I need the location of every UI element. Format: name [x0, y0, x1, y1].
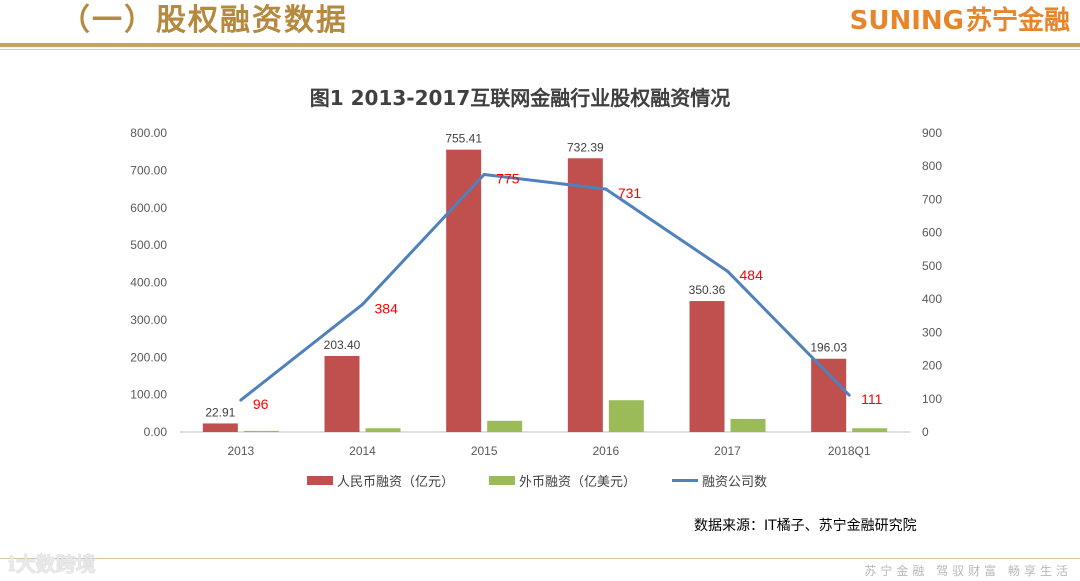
line-label: 775 — [496, 171, 520, 187]
line-label: 111 — [861, 391, 882, 407]
bar-foreign — [852, 428, 888, 432]
footer-slogan: 苏宁金融 驾驭财富 畅享生活 — [864, 564, 1072, 578]
y-right-tick-label: 300 — [922, 325, 942, 339]
legend-label-foreign: 外币融资（亿美元） — [519, 475, 637, 490]
y-left-tick-label: 700.00 — [130, 163, 167, 177]
bar-foreign — [730, 418, 766, 432]
legend-item-companies: 融资公司数 — [672, 471, 767, 490]
legend-swatch-foreign — [489, 476, 515, 485]
bar-rmb — [202, 423, 238, 432]
line-point — [239, 398, 243, 402]
bar-rmb — [446, 149, 482, 432]
x-tick-label: 2014 — [349, 444, 376, 458]
watermark: ℹ大数跨境 — [8, 552, 96, 576]
y-right-tick-label: 600 — [922, 226, 942, 240]
legend-swatch-rmb — [307, 476, 333, 485]
y-left-tick-label: 200.00 — [130, 350, 167, 364]
y-left-tick-label: 500.00 — [130, 238, 167, 252]
y-right-tick-label: 0 — [922, 425, 929, 439]
y-left-tick-label: 300.00 — [130, 313, 167, 327]
x-tick-label: 2017 — [714, 444, 741, 458]
bar-foreign — [365, 428, 401, 432]
combo-chart: 0.00 100.00 200.00 300.00 400.00 500.00 600.00… — [130, 126, 942, 458]
y-right-tick-label: 400 — [922, 292, 942, 306]
y-right-tick-label: 100 — [922, 392, 942, 406]
line-point — [482, 173, 486, 177]
line-companies — [239, 173, 851, 402]
y-right-tick-label: 500 — [922, 259, 942, 273]
header-divider-thin — [0, 49, 1080, 50]
brand-name-cn: 苏宁金融 — [965, 6, 1070, 36]
bar-foreign — [608, 400, 644, 432]
line-point — [726, 269, 729, 273]
line-label: 384 — [375, 300, 399, 316]
bar-rmb — [811, 358, 847, 432]
line-label: 731 — [618, 185, 642, 201]
data-source-note: 数据来源：IT橘子、苏宁金融研究院 — [694, 518, 917, 534]
y-right-tick-label: 200 — [922, 359, 942, 373]
x-tick-label: 2015 — [471, 444, 498, 458]
page-header: （一）股权融资数据 SUNING苏宁金融 — [0, 0, 1080, 50]
header-divider — [0, 43, 1080, 47]
y-right-tick-label: 800 — [922, 159, 942, 173]
chart-legend: 人民币融资（亿元） 外币融资（亿美元） 融资公司数 — [0, 471, 1080, 491]
x-tick-label: 2018Q1 — [828, 444, 871, 458]
brand-logo: SUNING苏宁金融 — [850, 6, 1070, 36]
bar-rmb — [567, 158, 603, 433]
x-tick-label: 2016 — [592, 444, 619, 458]
y-left-tick-label: 800.00 — [130, 126, 167, 140]
y-right-tick-label: 700 — [922, 192, 942, 206]
line-label: 96 — [253, 396, 269, 412]
bar-foreign — [243, 430, 279, 432]
footer-divider — [0, 558, 1080, 559]
bar-rmb — [689, 301, 725, 432]
chart-title: 图1 2013-2017互联网金融行业股权融资情况 — [309, 86, 731, 110]
legend-swatch-companies — [672, 479, 698, 482]
legend-label-rmb: 人民币融资（亿元） — [337, 475, 455, 490]
bar-rmb-label: 732.39 — [567, 140, 604, 154]
y-left-tick-label: 0.00 — [144, 425, 168, 439]
watermark-text: 大数跨境 — [15, 552, 96, 576]
y-left-tick-label: 600.00 — [130, 201, 167, 215]
legend-label-companies: 融资公司数 — [702, 475, 768, 490]
line-point — [604, 187, 608, 191]
legend-item-rmb: 人民币融资（亿元） — [307, 471, 454, 490]
y-left-tick-label: 400.00 — [130, 276, 167, 290]
line-point — [361, 302, 364, 306]
bar-rmb-label: 22.91 — [205, 405, 235, 419]
bar-rmb-label: 203.40 — [324, 338, 361, 352]
bar-rmb — [324, 355, 360, 432]
legend-item-foreign: 外币融资（亿美元） — [489, 471, 636, 490]
x-tick-label: 2013 — [227, 444, 254, 458]
bar-rmb-label: 755.41 — [445, 132, 482, 146]
y-right-tick-label: 900 — [922, 126, 942, 140]
y-left-tick-label: 100.00 — [130, 388, 167, 402]
bar-rmb-label: 350.36 — [689, 283, 726, 297]
section-title: （一）股权融资数据 — [60, 3, 348, 38]
bar-foreign — [487, 420, 523, 432]
line-point — [847, 393, 851, 397]
line-label: 484 — [740, 267, 764, 283]
bar-rmb-label: 196.03 — [810, 341, 847, 355]
brand-name-en: SUNING — [849, 6, 964, 36]
